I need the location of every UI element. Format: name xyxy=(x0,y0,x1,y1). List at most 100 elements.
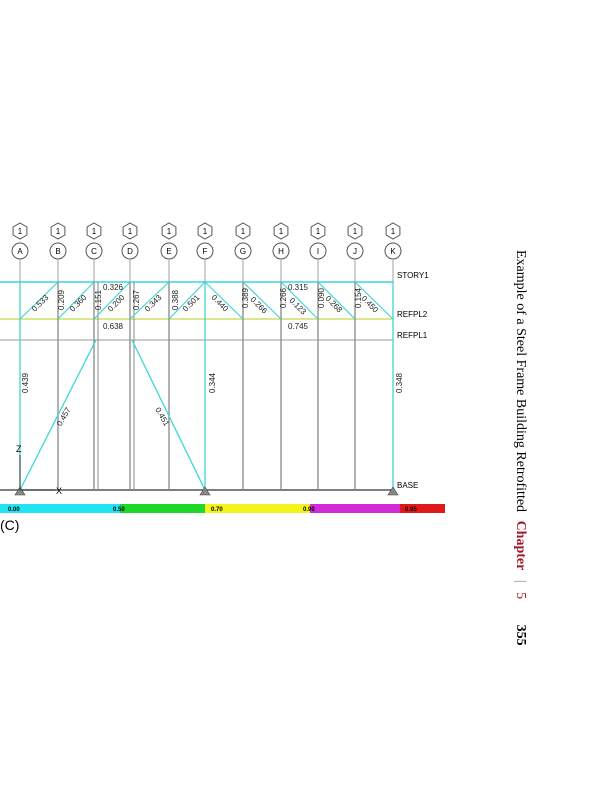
member-ratio: 0.200 xyxy=(106,293,127,314)
level-label: STORY1 xyxy=(397,271,429,280)
grid-bubble xyxy=(309,242,327,260)
member-ratio: 0.315 xyxy=(288,283,309,292)
grid-bubble-text: 1 xyxy=(241,227,246,236)
grid-bubble-text: 1 xyxy=(92,227,97,236)
member-ratio: 0.638 xyxy=(103,322,124,331)
level-label: BASE xyxy=(397,481,418,490)
grid-bubble-text: 1 xyxy=(167,227,172,236)
grid-bubble xyxy=(196,242,214,260)
support xyxy=(199,486,211,496)
grid-bubble xyxy=(160,242,178,260)
grid-bubble-hex xyxy=(12,222,28,240)
support xyxy=(387,486,399,496)
grid-label: A xyxy=(17,247,23,256)
grid-bubble xyxy=(272,242,290,260)
member-ratio: 0.154 xyxy=(354,287,363,308)
grid-label: G xyxy=(240,247,246,256)
brace xyxy=(129,281,170,320)
grid-bubble xyxy=(234,242,252,260)
member-ratio: 0.268 xyxy=(324,294,345,315)
member-ratio: 0.533 xyxy=(30,293,51,314)
grid-bubble xyxy=(384,242,402,260)
grid-label: B xyxy=(55,247,60,256)
brace xyxy=(242,281,282,320)
grid-bubble xyxy=(346,242,364,260)
brace xyxy=(168,281,206,320)
brace xyxy=(354,281,394,320)
grid-bubble-hex xyxy=(385,222,401,240)
grid-bubble-text: 1 xyxy=(353,227,358,236)
legend-label: 0.70 xyxy=(211,507,223,513)
grid-bubble-hex xyxy=(86,222,102,240)
legend-label: 0.50 xyxy=(113,507,125,513)
legend-segment xyxy=(120,504,205,513)
legend-segment xyxy=(310,504,400,513)
member-ratio: 0.151 xyxy=(94,289,103,310)
grid-label: H xyxy=(278,247,284,256)
header-text: Example of a Steel Frame Building Retrof… xyxy=(513,250,528,512)
member-ratio: 0.745 xyxy=(288,322,309,331)
member-ratio: 0.090 xyxy=(317,287,326,308)
chapter-number: 5 xyxy=(513,592,528,599)
grid-bubble-text: 1 xyxy=(128,227,133,236)
member-ratio: 0.123 xyxy=(288,296,309,317)
brace xyxy=(280,281,319,320)
grid-label: D xyxy=(127,247,133,256)
legend-label: 0.95 xyxy=(405,507,417,513)
grid-bubble xyxy=(85,242,103,260)
grid-bubble-hex xyxy=(273,222,289,240)
grid-bubble-hex xyxy=(50,222,66,240)
brace xyxy=(19,281,59,320)
grid-label: E xyxy=(166,247,171,256)
member-ratio: 0.360 xyxy=(68,293,89,314)
caption: (C) xyxy=(0,517,19,533)
grid-bubble xyxy=(49,242,67,260)
grid-label: J xyxy=(353,247,357,256)
member-ratio: 0.344 xyxy=(208,372,217,393)
level-label: REFPL2 xyxy=(397,310,428,319)
member-ratio: 0.439 xyxy=(21,372,30,393)
grid-label: K xyxy=(390,247,396,256)
brace xyxy=(204,281,244,320)
grid-bubble-text: 1 xyxy=(18,227,23,236)
grid-bubble-text: 1 xyxy=(56,227,61,236)
axis-label: X xyxy=(56,486,62,496)
member-ratio: 0.348 xyxy=(395,372,404,393)
legend-segment xyxy=(0,504,120,513)
member-ratio: 0.326 xyxy=(103,283,124,292)
member-ratio: 0.388 xyxy=(171,289,180,310)
grid-bubble-hex xyxy=(310,222,326,240)
grid-bubble-text: 1 xyxy=(316,227,321,236)
page-number: 355 xyxy=(513,625,528,646)
grid-bubble-text: 1 xyxy=(391,227,396,236)
support xyxy=(14,486,26,496)
member-ratio: 0.343 xyxy=(143,293,164,314)
brace xyxy=(93,281,131,320)
grid-bubble-text: 1 xyxy=(203,227,208,236)
legend-segment xyxy=(205,504,310,513)
grid-bubble-hex xyxy=(161,222,177,240)
grid-bubble-hex xyxy=(122,222,138,240)
member-ratio: 0.267 xyxy=(132,289,141,310)
member-ratio: 0.389 xyxy=(241,287,250,308)
grid-label: I xyxy=(317,247,319,256)
grid-label: F xyxy=(203,247,208,256)
grid-bubble xyxy=(11,242,29,260)
running-header: Example of a Steel Frame Building Retrof… xyxy=(513,250,528,646)
member-ratio: 0.266 xyxy=(279,287,288,308)
level-label: REFPL1 xyxy=(397,331,428,340)
grid-bubble-hex xyxy=(347,222,363,240)
brace xyxy=(317,281,356,320)
legend-label: 0.00 xyxy=(8,507,20,513)
legend-label: 0.90 xyxy=(303,507,315,513)
member-ratio: 0.209 xyxy=(57,289,66,310)
member-ratio: 0.501 xyxy=(181,293,202,314)
member-ratio: 0.440 xyxy=(210,293,231,314)
legend-segment xyxy=(400,504,445,513)
brace xyxy=(131,339,206,491)
axis-label: Z xyxy=(16,444,22,454)
chapter-word: Chapter xyxy=(513,521,528,571)
frame-diagram: 1 A 1 B 1 C 1 D 1 E 1 F 1 G 1 H 1 I 1 J 1 K STORY1 REFPL2 REFPL1… xyxy=(0,222,445,533)
grid-bubble xyxy=(121,242,139,260)
